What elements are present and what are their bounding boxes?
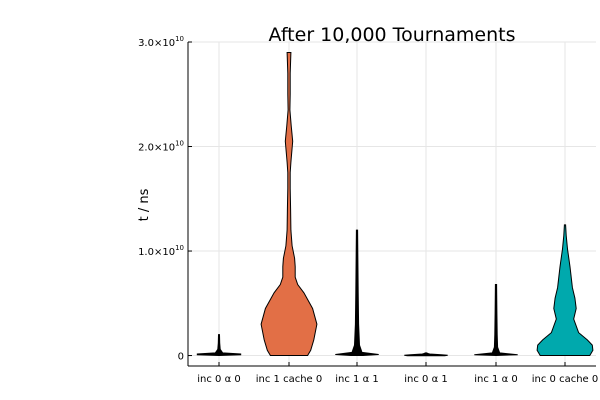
violin-0 (196, 334, 242, 356)
y-tick-label: 2.0×1010 (138, 140, 184, 154)
y-tick-exponent: 10 (175, 35, 184, 43)
violin-2 (335, 229, 379, 356)
violin-4 (474, 284, 518, 356)
violin-1 (260, 52, 318, 356)
grid-layer (188, 41, 596, 366)
x-tick-label: inc 0 cache 0 (532, 374, 599, 385)
y-tick-label: 1.0×1010 (138, 244, 184, 258)
axis-layer: 0 1.0×1010 2.0×1010 3.0×1010 inc 0 α 0 inc 1 … (138, 35, 598, 385)
x-tick-label: inc 1 cache 0 (256, 374, 323, 385)
x-tick-label: inc 0 α 0 (197, 374, 240, 385)
y-tick-label: 3.0×1010 (138, 35, 184, 49)
x-tick-label: inc 0 α 1 (404, 374, 447, 385)
y-axis-label: t / ns (137, 188, 152, 221)
violin-5 (536, 224, 594, 356)
y-tick-exponent: 10 (175, 244, 184, 252)
y-tick-label: 0 (178, 352, 184, 363)
violin-layer (196, 52, 594, 357)
x-tick-label: inc 1 α 0 (474, 374, 517, 385)
x-tick-label: inc 1 α 1 (335, 374, 378, 385)
chart-title: After 10,000 Tournaments (269, 24, 516, 46)
violin-3 (404, 352, 448, 357)
y-tick-exponent: 10 (175, 140, 184, 148)
